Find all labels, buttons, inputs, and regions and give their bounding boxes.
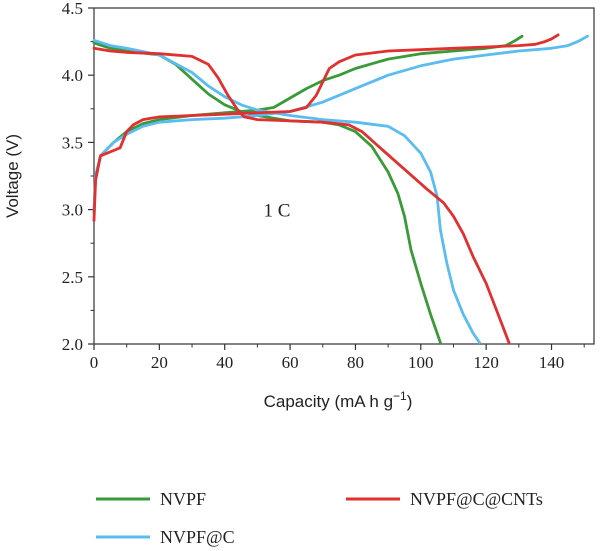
series-layer — [92, 33, 589, 345]
x-axis-title-close: ) — [407, 392, 413, 411]
legend-label-nvpf-c: NVPF@C — [160, 527, 235, 547]
x-axis-title-sup: −1 — [393, 389, 407, 403]
y-tick-label: 3.5 — [62, 133, 83, 152]
y-tick-label: 2.5 — [62, 268, 83, 287]
legend-label-nvpf-c-cnts: NVPF@C@CNTs — [410, 489, 543, 509]
x-axis: 0 20 40 60 80 100 120 140 — [90, 344, 585, 372]
x-tick-label: 0 — [90, 353, 99, 372]
x-tick-label: 140 — [539, 353, 565, 372]
legend-label-nvpf: NVPF — [160, 489, 206, 509]
y-axis-title: Voltage (V) — [3, 134, 22, 218]
series-nvpf-discharge-line — [92, 41, 442, 345]
x-axis-title-main: Capacity (mA h g — [264, 392, 393, 411]
series-nvpf-c-cnts-charge-line — [92, 33, 560, 222]
y-tick-label: 3.0 — [62, 201, 83, 220]
legend: NVPF NVPF@C NVPF@C@CNTs — [96, 489, 543, 547]
y-tick-label: 4.5 — [62, 0, 83, 18]
x-tick-label: 60 — [282, 353, 299, 372]
series-nvpf-charge-line — [92, 34, 524, 214]
series-nvpf-c-discharge-line — [92, 38, 482, 345]
y-tick-label: 2.0 — [62, 335, 83, 354]
series-nvpf-c-cnts-discharge-line — [92, 46, 511, 345]
y-tick-label: 4.0 — [62, 66, 83, 85]
rate-annotation: 1 C — [264, 201, 291, 222]
x-tick-label: 20 — [151, 353, 168, 372]
x-axis-title: Capacity (mA h g−1) — [264, 389, 413, 411]
x-tick-label: 40 — [216, 353, 233, 372]
x-tick-label: 80 — [347, 353, 364, 372]
y-axis: 2.0 2.5 3.0 3.5 4.0 4.5 — [62, 0, 94, 354]
x-tick-label: 100 — [408, 353, 434, 372]
x-tick-label: 120 — [473, 353, 499, 372]
